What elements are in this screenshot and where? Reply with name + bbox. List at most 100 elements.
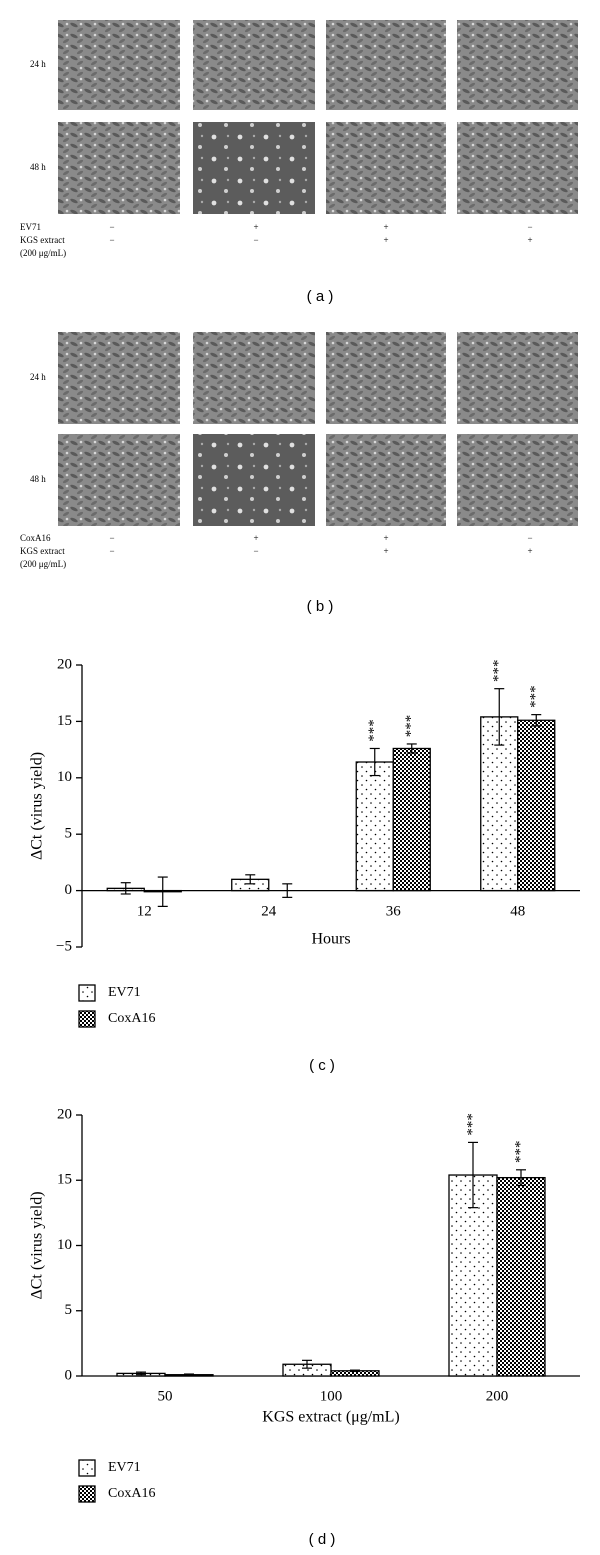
bar <box>355 761 394 892</box>
error-bar <box>494 688 505 746</box>
error-bar <box>350 1369 360 1373</box>
condition-sign: + <box>253 533 258 543</box>
micrograph <box>457 122 578 214</box>
x-axis-label: Hours <box>311 931 350 948</box>
row-label: 24 h <box>30 372 46 382</box>
error-bar <box>406 743 417 754</box>
condition-note: (200 μg/mL) <box>20 559 66 569</box>
y-axis-label: ΔCt (virus yield) <box>29 752 46 860</box>
significance-label: *** <box>366 719 382 742</box>
significance-label: *** <box>491 659 507 682</box>
x-tick-label: 50 <box>158 1388 173 1404</box>
condition-sign: − <box>253 546 258 556</box>
row-label: 24 h <box>30 59 46 69</box>
error-bar <box>120 882 131 895</box>
condition-sign: − <box>109 533 114 543</box>
legend-label: CoxA16 <box>108 1486 155 1501</box>
y-tick-label: 20 <box>57 1106 72 1122</box>
error-bar <box>245 874 256 885</box>
x-tick-label: 200 <box>486 1388 509 1404</box>
legend-label: EV71 <box>108 1460 141 1475</box>
legend-swatch <box>78 1485 96 1503</box>
error-bar <box>302 1359 312 1369</box>
micrograph <box>326 434 446 526</box>
bar <box>517 719 556 892</box>
condition-sign: + <box>383 235 388 245</box>
error-bar <box>516 1169 526 1187</box>
y-tick-label: −5 <box>56 938 72 954</box>
legend-label: CoxA16 <box>108 1011 155 1026</box>
row-label: 48 h <box>30 474 46 484</box>
condition-sign: + <box>527 546 532 556</box>
condition-sign: + <box>383 222 388 232</box>
y-tick-label: 15 <box>57 713 72 729</box>
error-bar <box>468 1141 478 1209</box>
condition-label: CoxA16 <box>20 533 51 543</box>
panel-caption: ( b ) <box>307 598 334 615</box>
y-tick-label: 0 <box>65 1367 73 1383</box>
y-tick-label: 10 <box>57 1237 72 1253</box>
micrograph <box>193 122 315 214</box>
micrograph <box>193 20 315 110</box>
x-axis-label: KGS extract (μg/mL) <box>262 1409 399 1426</box>
legend-swatch <box>78 1010 96 1028</box>
error-bar <box>157 876 168 907</box>
error-bar <box>184 1373 194 1376</box>
significance-label: *** <box>512 1141 528 1164</box>
condition-sign: − <box>253 235 258 245</box>
condition-sign: + <box>253 222 258 232</box>
x-tick-label: 48 <box>510 903 525 919</box>
condition-label: KGS extract <box>20 546 65 556</box>
legend-swatch <box>78 984 96 1002</box>
condition-sign: − <box>109 222 114 232</box>
micrograph <box>58 332 180 424</box>
significance-label: *** <box>528 685 544 708</box>
micrograph <box>58 122 180 214</box>
bar <box>480 716 519 892</box>
y-tick-label: 20 <box>57 656 72 672</box>
error-bar <box>282 883 293 898</box>
micrograph <box>326 20 446 110</box>
panel-caption: ( d ) <box>309 1531 336 1548</box>
significance-label: *** <box>403 715 419 738</box>
bar <box>496 1176 546 1377</box>
micrograph <box>58 20 180 110</box>
micrograph <box>326 122 446 214</box>
y-tick-label: 10 <box>57 769 72 785</box>
y-tick-label: 5 <box>65 1302 73 1318</box>
x-tick-label: 36 <box>386 903 402 919</box>
panel-caption: ( a ) <box>307 288 334 305</box>
x-tick-label: 24 <box>261 903 277 919</box>
significance-label: *** <box>464 1113 480 1136</box>
x-tick-label: 12 <box>137 903 152 919</box>
micrograph <box>326 332 446 424</box>
error-bar <box>531 714 542 727</box>
condition-label: KGS extract <box>20 235 65 245</box>
y-axis-label: ΔCt (virus yield) <box>29 1191 46 1299</box>
y-tick-label: 5 <box>65 826 73 842</box>
bar <box>392 747 431 892</box>
x-tick-label: 100 <box>320 1388 343 1404</box>
condition-sign: + <box>383 546 388 556</box>
micrograph <box>193 332 315 424</box>
y-tick-label: 15 <box>57 1172 72 1188</box>
condition-sign: + <box>383 533 388 543</box>
panel-caption: ( c ) <box>309 1057 335 1074</box>
micrograph <box>457 332 578 424</box>
condition-sign: − <box>527 533 532 543</box>
condition-label: EV71 <box>20 222 41 232</box>
condition-sign: − <box>109 546 114 556</box>
row-label: 48 h <box>30 162 46 172</box>
micrograph <box>457 20 578 110</box>
micrograph <box>58 434 180 526</box>
condition-sign: + <box>527 235 532 245</box>
condition-sign: − <box>109 235 114 245</box>
micrograph <box>193 434 315 526</box>
micrograph <box>457 434 578 526</box>
y-tick-label: 0 <box>65 882 73 898</box>
error-bar <box>136 1371 146 1376</box>
bar <box>448 1174 498 1377</box>
condition-note: (200 μg/mL) <box>20 248 66 258</box>
error-bar <box>369 747 380 777</box>
legend-label: EV71 <box>108 985 141 1000</box>
